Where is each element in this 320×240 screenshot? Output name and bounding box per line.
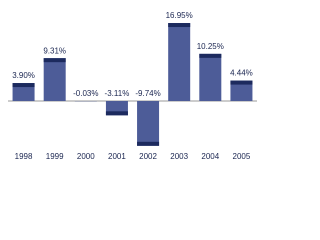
- bar: [168, 23, 191, 102]
- bar-cap: [230, 80, 253, 85]
- bar-cap: [137, 141, 160, 146]
- x-tick-label: 2000: [77, 152, 95, 161]
- bar: [43, 58, 66, 101]
- chart: 3.90% 1998 9.31% 1999 -0.03% 2000 -3.11% 2001 -9…: [8, 11, 257, 161]
- bar: [12, 83, 35, 101]
- x-tick-label: 2005: [233, 152, 251, 161]
- x-tick-label: 2004: [201, 152, 219, 161]
- x-tick-label: 2003: [170, 152, 188, 161]
- value-label: 9.31%: [43, 46, 66, 55]
- bar-cap: [43, 58, 66, 63]
- value-label: -0.03%: [73, 89, 98, 98]
- value-label: -9.74%: [135, 89, 160, 98]
- bar: [230, 80, 253, 101]
- value-label: 4.44%: [230, 69, 253, 78]
- bar-cap: [168, 23, 191, 28]
- value-label: 10.25%: [197, 42, 224, 51]
- bar-cap: [105, 111, 128, 116]
- bar: [137, 101, 160, 146]
- bar: [199, 53, 222, 101]
- value-label: -3.11%: [105, 89, 130, 98]
- value-label: 3.90%: [12, 71, 35, 80]
- value-label: 16.95%: [166, 11, 193, 20]
- x-tick-label: 2002: [139, 152, 157, 161]
- x-tick-label: 1998: [15, 152, 33, 161]
- bar-cap: [199, 53, 222, 58]
- bar-cap: [12, 83, 35, 88]
- x-tick-label: 2001: [108, 152, 126, 161]
- x-tick-label: 1999: [46, 152, 64, 161]
